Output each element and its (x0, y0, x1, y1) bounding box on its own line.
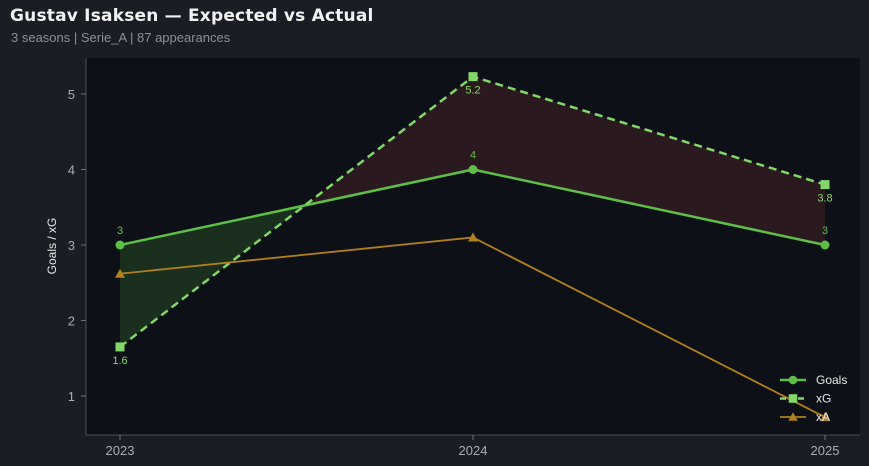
chart-subtitle: 3 seasons | Serie_A | 87 appearances (11, 30, 231, 45)
legend-xg-label: xG (816, 392, 831, 406)
goals-point (468, 165, 478, 174)
chart-title: Gustav Isaksen — Expected vs Actual (10, 6, 374, 26)
y-tick-label: 4 (68, 163, 75, 178)
y-tick-label: 1 (68, 389, 75, 404)
goals-point (115, 240, 125, 250)
y-tick-label: 3 (68, 238, 75, 253)
y-tick-label: 2 (68, 314, 75, 329)
xa-point (115, 268, 125, 278)
x-tick-label: 2025 (811, 443, 840, 458)
legend-goals-label: Goals (816, 373, 847, 387)
xg-point (115, 342, 125, 352)
performance-fill (473, 76, 825, 245)
legend-goals-marker (788, 375, 798, 385)
goals-data-label: 3 (117, 225, 123, 237)
legend-xa-label: xA (816, 410, 830, 424)
xa-point (820, 412, 830, 422)
x-tick-label: 2024 (459, 443, 488, 458)
goals-data-label: 4 (470, 150, 476, 162)
xg-data-label: 1.6 (112, 355, 127, 367)
xg-point (468, 72, 478, 82)
xg-data-label: 3.8 (817, 193, 832, 205)
x-tick-label: 2023 (106, 443, 135, 458)
goals-data-label: 3 (822, 225, 828, 237)
xa-point (468, 232, 478, 242)
y-tick-label: 5 (68, 87, 75, 102)
legend: Goals xG xA (780, 373, 847, 424)
legend-xa-marker (788, 412, 798, 421)
xg-data-label: 5.2 (465, 85, 480, 97)
xg-point (820, 180, 830, 190)
goals-point (820, 240, 830, 250)
legend-xg-marker (788, 394, 798, 403)
y-axis-label: Goals / xG (45, 218, 59, 275)
